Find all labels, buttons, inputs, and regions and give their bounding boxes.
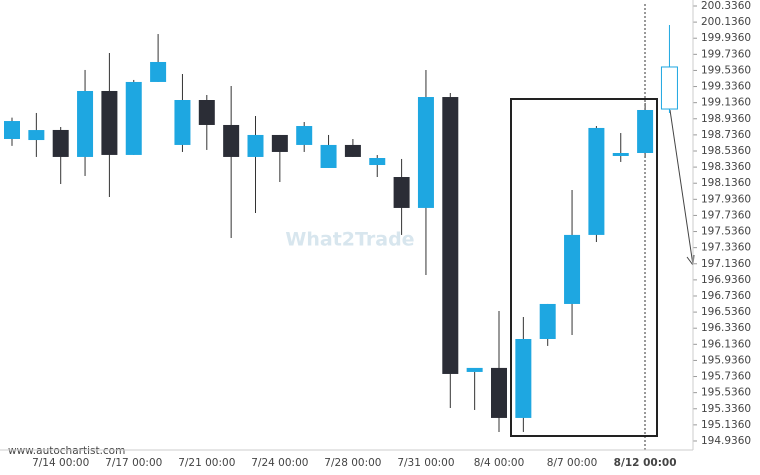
candle-body xyxy=(125,81,142,155)
candle-body xyxy=(588,127,605,235)
candle-body xyxy=(442,97,459,374)
x-tick-label: 7/24 00:00 xyxy=(251,457,308,469)
x-tick-label: 7/14 00:00 xyxy=(32,457,89,469)
y-tick-label: 199.9360 xyxy=(701,32,751,44)
y-tick-label: 199.3360 xyxy=(701,81,751,93)
candle-body xyxy=(101,90,118,155)
candle-body xyxy=(612,153,629,156)
watermark: What2Trade xyxy=(285,229,414,251)
candle-body xyxy=(515,339,532,418)
y-tick-label: 196.1360 xyxy=(701,338,751,350)
x-tick-label: 7/31 00:00 xyxy=(397,457,454,469)
candle-body xyxy=(369,158,386,166)
candle-body xyxy=(393,177,410,208)
y-tick-label: 196.5360 xyxy=(701,306,751,318)
candle-body xyxy=(247,134,264,157)
y-tick-label: 197.3360 xyxy=(701,242,751,254)
y-tick-label: 199.5360 xyxy=(701,64,751,76)
y-tick-label: 198.5360 xyxy=(701,145,751,157)
pattern-box xyxy=(510,98,658,437)
candle-body xyxy=(271,134,288,152)
candle-body xyxy=(4,121,20,139)
candle-body xyxy=(417,97,434,208)
y-tick-label: 195.7360 xyxy=(701,371,751,383)
forecast-arrow xyxy=(669,109,694,266)
candle-body xyxy=(174,100,191,145)
y-tick-label: 196.3360 xyxy=(701,322,751,334)
candle-body xyxy=(223,124,240,157)
candle-body xyxy=(491,367,507,418)
y-tick-label: 196.9360 xyxy=(701,274,751,286)
candle-body xyxy=(52,129,69,157)
y-tick-label: 195.3360 xyxy=(701,403,751,415)
y-tick-label: 197.7360 xyxy=(701,209,751,221)
candle-body xyxy=(564,234,581,304)
candle-body xyxy=(150,61,167,82)
y-tick-label: 198.9360 xyxy=(701,113,751,125)
candle-body xyxy=(637,109,654,154)
x-tick-label: 8/4 00:00 xyxy=(474,457,525,469)
x-tick-label: 7/17 00:00 xyxy=(105,457,162,469)
y-tick-label: 195.9360 xyxy=(701,354,751,366)
x-tick-label: 8/7 00:00 xyxy=(547,457,598,469)
y-tick-label: 198.7360 xyxy=(701,129,751,141)
y-tick-label: 195.1360 xyxy=(701,419,751,431)
candle-body xyxy=(28,130,45,141)
candle-body xyxy=(344,144,361,157)
candle-body xyxy=(660,66,678,110)
y-tick-label: 194.9360 xyxy=(701,435,751,447)
y-tick-label: 197.9360 xyxy=(701,193,751,205)
candle-body xyxy=(466,367,483,372)
y-tick-label: 198.3360 xyxy=(701,161,751,173)
y-tick-label: 195.5360 xyxy=(701,387,751,399)
y-tick-label: 196.7360 xyxy=(701,290,751,302)
candle-body xyxy=(77,90,94,157)
y-tick-label: 198.1360 xyxy=(701,177,751,189)
y-tick-label: 199.1360 xyxy=(701,97,751,109)
x-tick-label: 7/28 00:00 xyxy=(324,457,381,469)
x-tick-label: 7/21 00:00 xyxy=(178,457,235,469)
y-tick-label: 199.7360 xyxy=(701,48,751,60)
candle-body xyxy=(198,100,215,125)
y-tick-label: 197.1360 xyxy=(701,258,751,270)
candle-body xyxy=(296,126,313,145)
candle-body xyxy=(320,144,337,168)
candle-body xyxy=(539,303,556,339)
y-tick-label: 197.5360 xyxy=(701,226,751,238)
source: www.autochartist.com xyxy=(8,445,125,457)
x-tick-label: 8/12 00:00 xyxy=(614,457,677,469)
y-tick-label: 200.1360 xyxy=(701,16,751,28)
y-tick-label: 200.3360 xyxy=(701,0,751,12)
